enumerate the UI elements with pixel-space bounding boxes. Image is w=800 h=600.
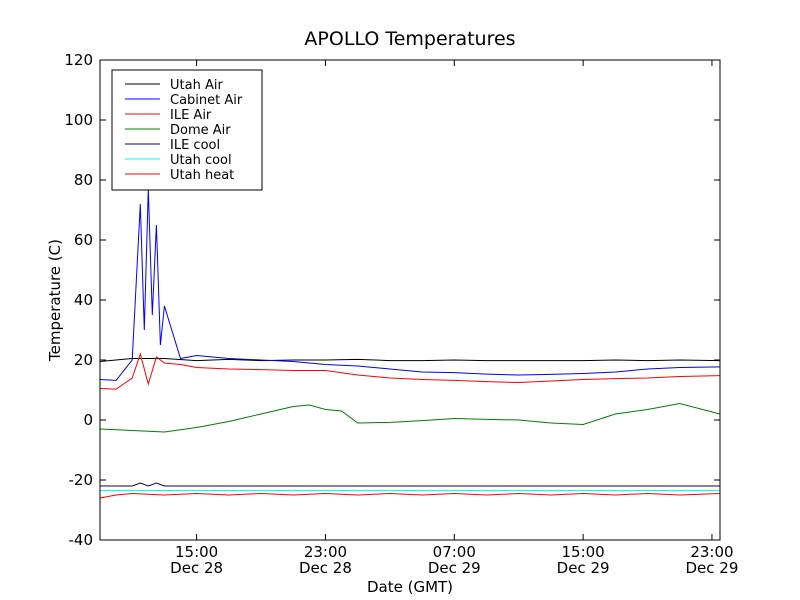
x-tick-label-date: Dec 29 <box>686 559 739 577</box>
series-line-utah-heat <box>99 492 721 499</box>
y-tick-label: 0 <box>83 411 93 429</box>
x-tick-label-date: Dec 28 <box>299 559 352 577</box>
x-tick-label-time: 23:00 <box>304 543 347 561</box>
x-axis-label: Date (GMT) <box>367 578 453 596</box>
x-tick-label-time: 07:00 <box>433 543 476 561</box>
legend-label-utah-heat: Utah heat <box>170 168 234 183</box>
legend-label-ile-air: ILE Air <box>170 108 212 123</box>
y-tick-label: 80 <box>74 171 93 189</box>
x-tick-label-time: 15:00 <box>561 543 604 561</box>
y-tick-label: 120 <box>64 51 93 69</box>
series-layer <box>99 188 721 499</box>
x-tick-label-date: Dec 29 <box>557 559 610 577</box>
y-tick-label: 100 <box>64 111 93 129</box>
legend-label-utah-cool: Utah cool <box>170 153 232 168</box>
series-line-ile-air <box>99 352 721 390</box>
y-tick-label: -20 <box>69 471 94 489</box>
y-tick-label: -40 <box>69 531 94 549</box>
y-axis-label: Temperature (C) <box>46 239 64 362</box>
legend-label-utah-air: Utah Air <box>170 78 223 93</box>
y-axis: -40 -20 0 20 40 60 80 100 120 <box>64 51 720 549</box>
legend-label-dome-air: Dome Air <box>170 123 231 138</box>
chart-title: APOLLO Temperatures <box>304 28 515 50</box>
series-line-dome-air <box>99 402 721 433</box>
y-tick-label: 40 <box>74 291 93 309</box>
y-tick-label: 20 <box>74 351 93 369</box>
x-tick-label-date: Dec 28 <box>170 559 223 577</box>
y-tick-label: 60 <box>74 231 93 249</box>
series-line-ile-cool <box>100 482 720 487</box>
series-line-cabinet-air <box>99 188 721 381</box>
series-line-utah-air <box>99 358 721 362</box>
legend-label-ile-cool: ILE cool <box>170 138 220 153</box>
x-tick-label-time: 15:00 <box>175 543 218 561</box>
legend-box <box>111 69 263 191</box>
legend-label-cabinet-air: Cabinet Air <box>170 93 243 108</box>
x-tick-label-time: 23:00 <box>690 543 733 561</box>
x-tick-label-date: Dec 29 <box>428 559 481 577</box>
